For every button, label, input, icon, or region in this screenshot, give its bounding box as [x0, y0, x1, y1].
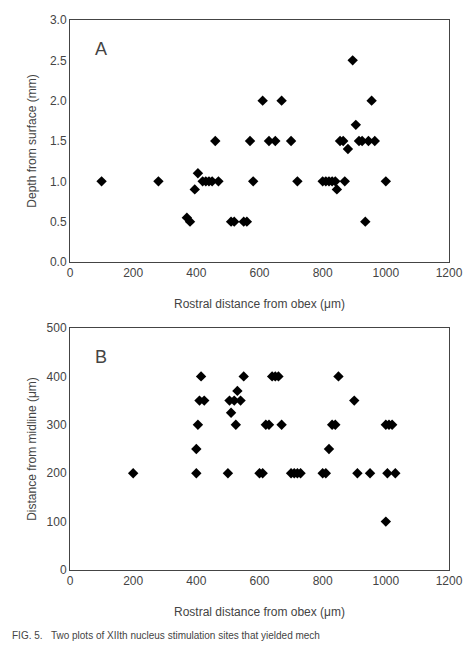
svg-text:0: 0 [67, 266, 74, 280]
svg-text:500: 500 [47, 321, 67, 335]
svg-text:300: 300 [47, 418, 67, 432]
svg-text:1000: 1000 [372, 574, 399, 588]
svg-text:1000: 1000 [372, 266, 399, 280]
svg-text:1200: 1200 [436, 574, 463, 588]
svg-text:200: 200 [123, 266, 143, 280]
svg-text:1.0: 1.0 [50, 175, 67, 189]
svg-text:1200: 1200 [436, 266, 463, 280]
svg-text:2.0: 2.0 [50, 94, 67, 108]
svg-text:0.0: 0.0 [50, 255, 67, 269]
svg-text:0: 0 [67, 574, 74, 588]
svg-text:FIG. 5. Two plots of XIIth n: FIG. 5. Two plots of XIIth nucleus stimu… [12, 630, 320, 641]
svg-text:2.5: 2.5 [50, 54, 67, 68]
svg-text:Rostral distance from obex (μm: Rostral distance from obex (μm) [174, 605, 345, 619]
svg-text:B: B [95, 347, 107, 367]
svg-text:Distance from midline (μm): Distance from midline (μm) [25, 377, 39, 521]
svg-text:0: 0 [60, 563, 67, 577]
svg-text:100: 100 [47, 515, 67, 529]
svg-text:Depth from surface (mm): Depth from surface (mm) [25, 74, 39, 207]
svg-text:3.0: 3.0 [50, 13, 67, 27]
svg-text:400: 400 [47, 370, 67, 384]
svg-text:400: 400 [186, 266, 206, 280]
svg-text:1.5: 1.5 [50, 134, 67, 148]
svg-text:A: A [95, 39, 107, 59]
svg-text:600: 600 [249, 574, 269, 588]
svg-text:Rostral distance from obex (μm: Rostral distance from obex (μm) [174, 297, 345, 311]
svg-text:200: 200 [47, 466, 67, 480]
svg-text:600: 600 [249, 266, 269, 280]
svg-text:200: 200 [123, 574, 143, 588]
svg-text:800: 800 [313, 266, 333, 280]
svg-text:400: 400 [186, 574, 206, 588]
svg-text:800: 800 [313, 574, 333, 588]
svg-text:0.5: 0.5 [50, 215, 67, 229]
